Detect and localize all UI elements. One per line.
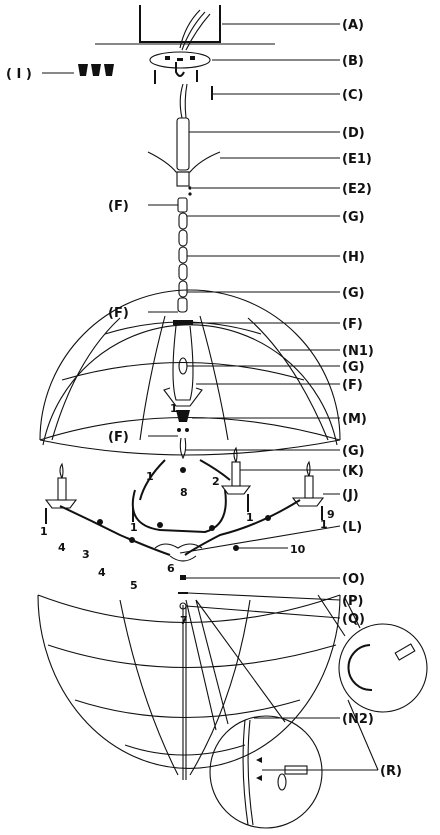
number-1-a: 1 [170, 402, 178, 415]
leader-lines [42, 23, 378, 771]
label-L: (L) [342, 520, 362, 535]
label-F-left-2: (F) [108, 306, 129, 321]
label-N1: (N1) [342, 344, 374, 359]
label-I: ( I ) [6, 67, 32, 82]
clip-detail-circle [185, 599, 323, 829]
label-F-left-1: (F) [108, 199, 129, 214]
number-8: 8 [180, 486, 188, 499]
upper-cage-shade [39, 289, 341, 456]
candle-arms [59, 459, 301, 562]
hook-detail-circle [317, 594, 428, 771]
label-K: (K) [342, 464, 364, 479]
canopy-screw [188, 186, 192, 196]
label-H: (H) [342, 250, 365, 265]
label-G-2: (G) [342, 286, 365, 301]
number-10: 10 [290, 543, 306, 556]
label-R: (R) [380, 764, 402, 779]
number-1-e: 1 [130, 521, 138, 534]
mounting-plate [149, 51, 213, 100]
number-7: 7 [180, 614, 188, 627]
label-D: (D) [342, 126, 365, 141]
label-E1: (E1) [342, 152, 372, 167]
label-E2: (E2) [342, 182, 372, 197]
cord-cover [176, 117, 190, 171]
number-9: 9 [327, 508, 335, 521]
label-F-1: (F) [342, 317, 363, 332]
ceiling-junction-box [95, 5, 275, 51]
number-1-f: 1 [40, 525, 48, 538]
label-N2: (N2) [342, 712, 374, 727]
wire-connectors [78, 64, 114, 76]
label-F-left-3: (F) [108, 430, 129, 445]
label-G-1: (G) [342, 210, 365, 225]
canopy [147, 151, 221, 173]
lower-cage-shade [37, 594, 341, 780]
label-B: (B) [342, 54, 364, 69]
center-column [163, 325, 203, 473]
chain [177, 197, 188, 313]
number-1-d: 1 [320, 518, 328, 531]
label-M: (M) [342, 412, 367, 427]
label-A: (A) [342, 18, 364, 33]
label-Q: (Q) [342, 612, 365, 627]
number-3: 3 [82, 548, 90, 561]
label-C: (C) [342, 88, 363, 103]
label-O: (O) [342, 572, 365, 587]
label-P: (P) [342, 594, 363, 609]
candles [44, 446, 325, 524]
label-J: (J) [342, 488, 359, 503]
number-4-a: 4 [58, 541, 66, 554]
number-2: 2 [212, 475, 220, 488]
label-F-2: (F) [342, 378, 363, 393]
number-6: 6 [167, 562, 175, 575]
label-G-3: (G) [342, 360, 365, 375]
number-1-c: 1 [246, 511, 254, 524]
label-G-4: (G) [342, 444, 365, 459]
number-1-b: 1 [146, 470, 154, 483]
number-5: 5 [130, 579, 138, 592]
number-4-b: 4 [98, 566, 106, 579]
